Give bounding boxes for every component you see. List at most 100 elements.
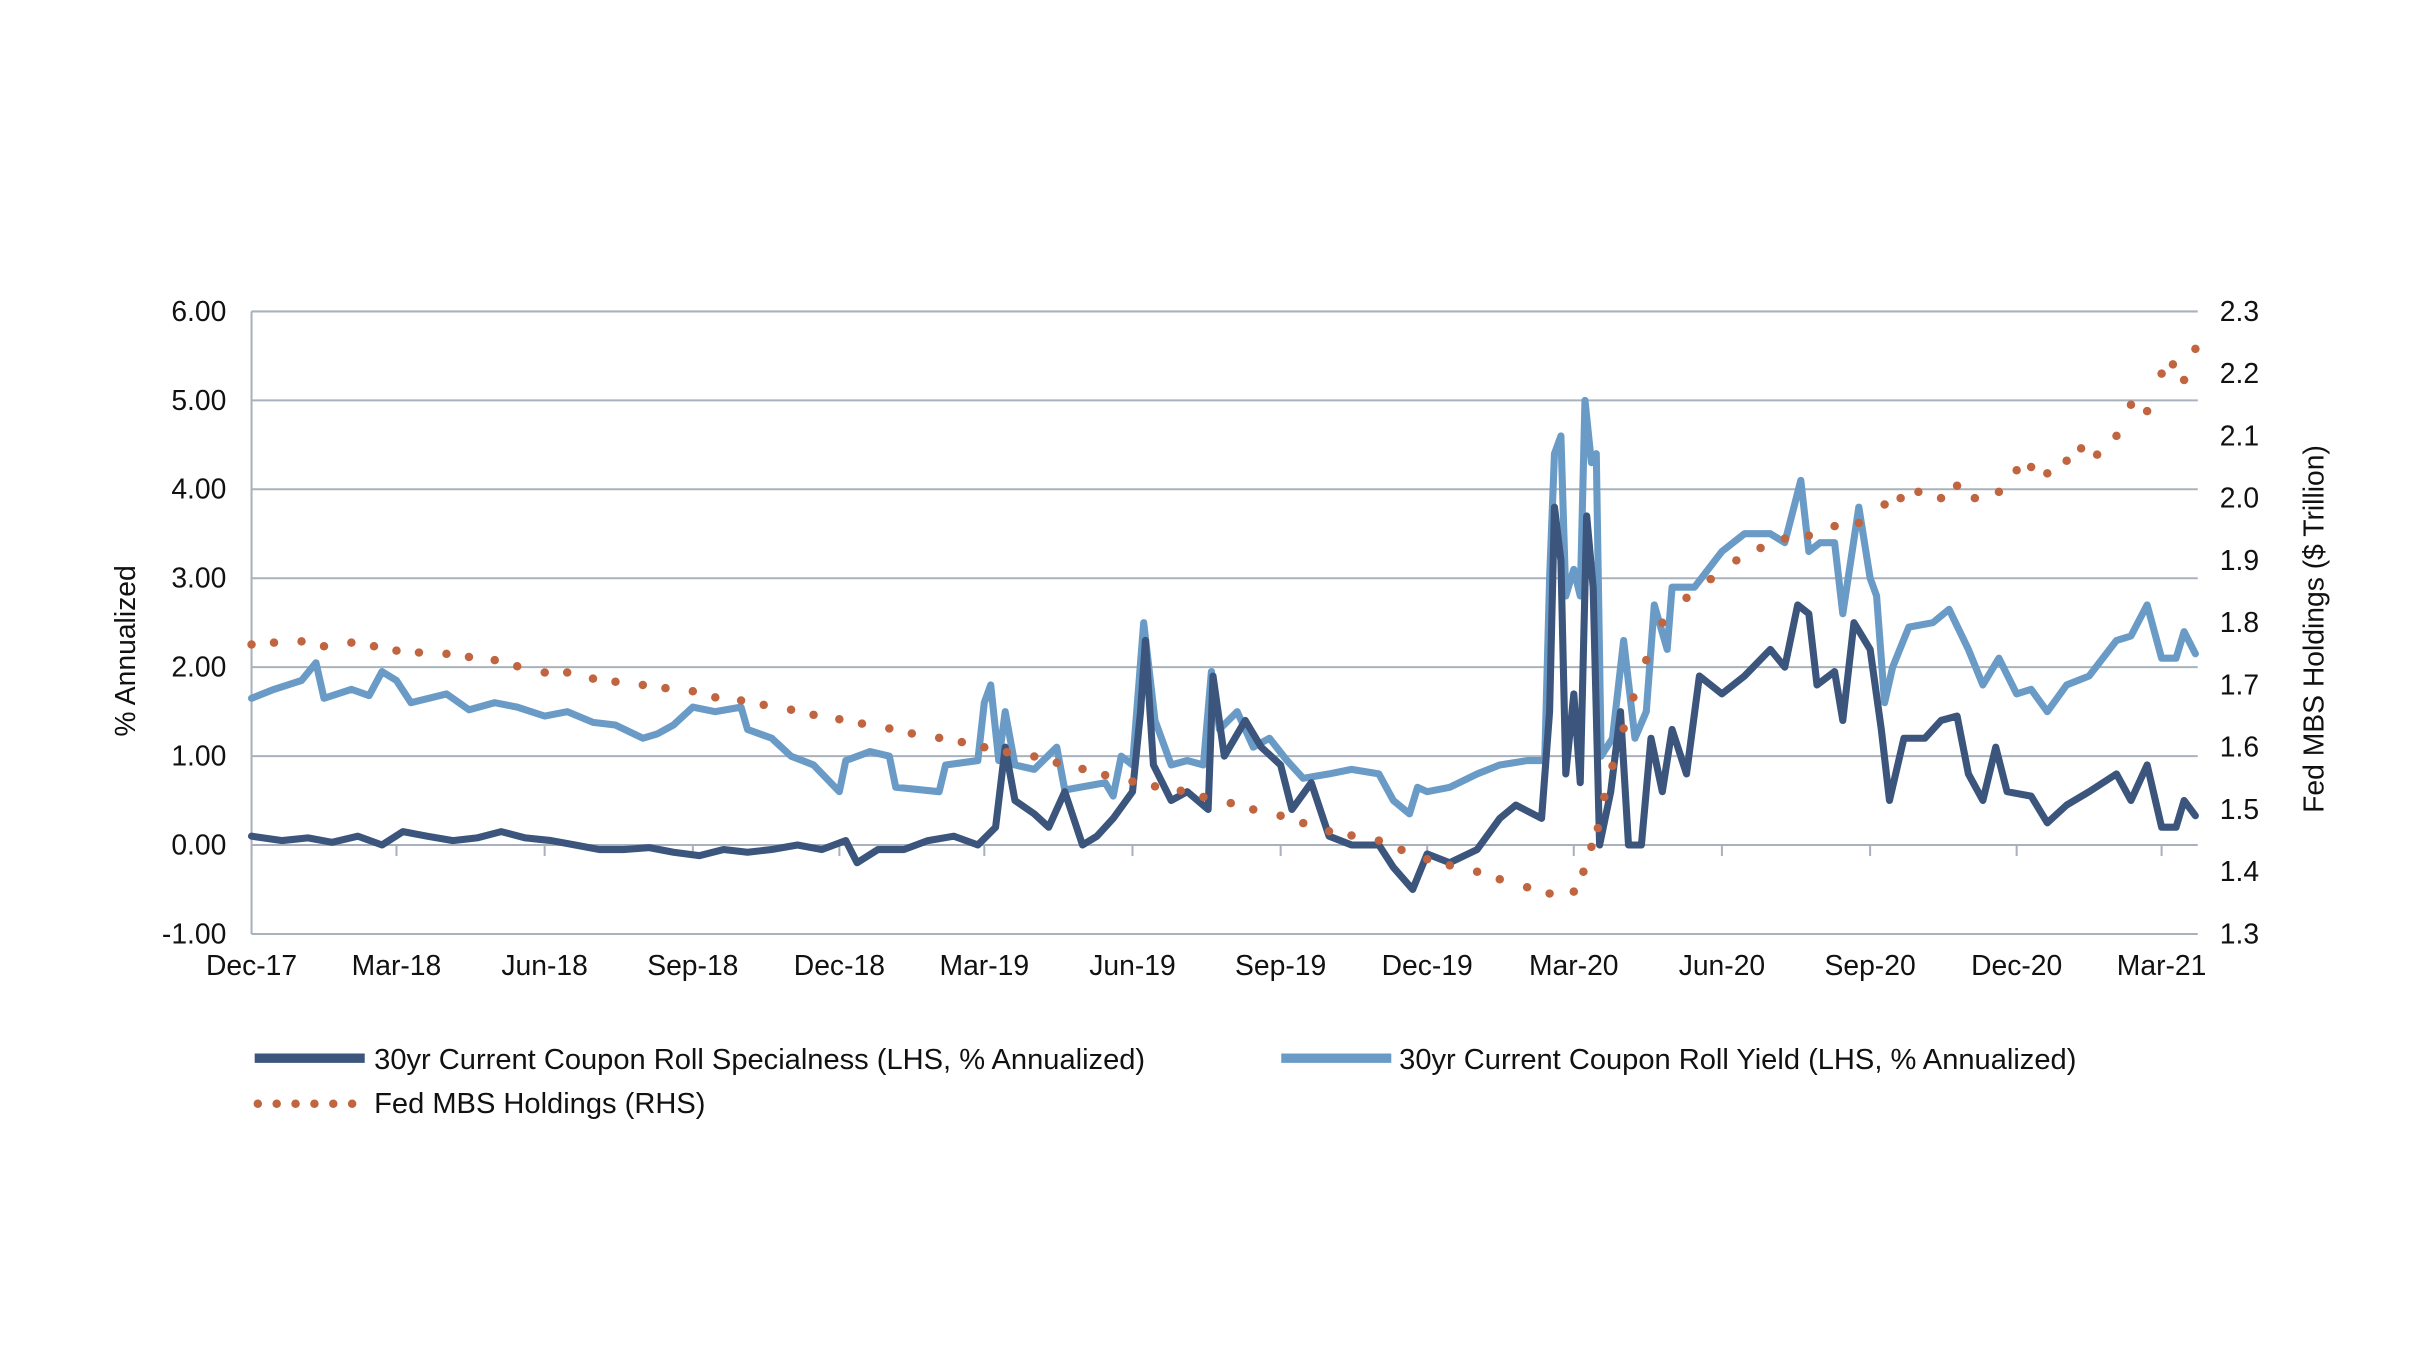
fed-holdings-point <box>2092 450 2102 459</box>
legend-dot <box>253 1099 263 1108</box>
x-axis: Dec-17 Mar-18 Jun-18 Sep-18 Dec-18 Mar-19 Jun-… <box>206 845 2206 981</box>
fed-holdings-point <box>2142 406 2152 416</box>
x-tick-label: Dec-20 <box>1971 949 2062 981</box>
fed-holdings-point <box>588 674 598 683</box>
fed-holdings-point <box>1522 883 1532 892</box>
x-tick-label: Mar-19 <box>940 949 1030 981</box>
y-left-tick-label: 6.00 <box>171 295 226 327</box>
fed-holdings-point <box>1830 521 1839 531</box>
y-right-tick-label: 2.3 <box>2220 295 2259 327</box>
fed-holdings-point <box>736 696 746 705</box>
fed-holdings-point <box>1896 493 1905 503</box>
fed-holdings-point <box>1682 593 1691 603</box>
legend-dot <box>291 1099 300 1108</box>
fed-holdings-point <box>369 642 379 651</box>
fed-holdings-point <box>1495 875 1505 884</box>
legend-label-roll-yield: 30yr Current Coupon Roll Yield (LHS, % A… <box>1399 1044 2076 1076</box>
fed-holdings-point <box>1780 534 1790 543</box>
y-axis-left-title: % Annualized <box>109 565 141 736</box>
fed-holdings-point <box>1472 867 1482 876</box>
plot-area <box>247 344 2200 898</box>
fed-holdings-point <box>1128 777 1137 786</box>
fed-holdings-point <box>1732 556 1741 565</box>
legend-dot <box>329 1099 338 1108</box>
legend-label-fed-holdings: Fed MBS Holdings (RHS) <box>374 1088 705 1120</box>
fed-holdings-point <box>688 686 698 696</box>
fed-holdings-point <box>661 683 670 693</box>
y-right-tick-label: 1.4 <box>2220 855 2259 887</box>
fed-holdings-point <box>1804 531 1814 540</box>
x-tick-label: Jun-18 <box>501 949 587 981</box>
y-right-tick-label: 1.7 <box>2220 668 2259 700</box>
y-right-tick-label: 1.3 <box>2220 917 2259 949</box>
fed-holdings-point <box>907 729 917 738</box>
y-right-tick-label: 2.2 <box>2220 357 2259 389</box>
fed-holdings-point <box>1422 855 1432 864</box>
fed-holdings-point <box>1324 827 1334 836</box>
fed-holdings-point <box>1199 792 1208 802</box>
fed-holdings-point <box>2126 400 2136 410</box>
fed-holdings-point <box>835 714 844 724</box>
fed-holdings-point <box>1445 861 1455 870</box>
fed-holdings-point <box>809 710 818 720</box>
fed-holdings-point <box>1226 798 1236 808</box>
fed-holdings-point <box>1619 724 1628 733</box>
fed-holdings-point <box>885 724 894 733</box>
fed-holdings-point <box>2179 375 2189 385</box>
y-right-tick-label: 1.8 <box>2220 606 2259 638</box>
x-tick-label: Jun-19 <box>1089 949 1175 981</box>
y-right-tick-label: 2.0 <box>2220 482 2259 514</box>
fed-holdings-point <box>1569 887 1579 896</box>
fed-holdings-point <box>1970 493 1980 503</box>
fed-holdings-point <box>2076 444 2086 453</box>
fed-holdings-point <box>1587 842 1596 852</box>
x-tick-label: Sep-18 <box>647 949 738 981</box>
fed-holdings-point <box>347 638 356 647</box>
y-right-tick-label: 2.1 <box>2220 419 2259 451</box>
fed-holdings-point <box>934 733 944 743</box>
fed-holdings-point <box>1579 867 1588 876</box>
y-left-tick-label: 1.00 <box>171 740 226 772</box>
fed-holdings-point <box>512 661 522 671</box>
y-axis-right: 2.3 2.2 2.1 2.0 1.9 1.8 1.7 1.6 1.5 1.4 1.3 <box>2220 295 2259 950</box>
y-right-tick-label: 1.5 <box>2220 793 2259 825</box>
fed-holdings-point <box>1052 758 1061 768</box>
legend-dot <box>310 1099 319 1108</box>
fed-holdings-point <box>1030 752 1039 761</box>
fed-holdings-point <box>442 649 451 659</box>
fed-holdings-point <box>1397 845 1406 855</box>
fed-holdings-point <box>980 742 989 752</box>
fed-holdings-point <box>1706 574 1715 584</box>
y-left-tick-label: 4.00 <box>171 473 226 505</box>
fed-holdings-point <box>786 705 796 715</box>
fed-holdings-point <box>247 640 256 649</box>
series-line-roll-yield <box>247 396 2199 818</box>
fed-holdings-point <box>414 648 424 657</box>
fed-holdings-point <box>2043 469 2052 478</box>
legend-dot <box>347 1099 357 1108</box>
fed-holdings-point <box>540 668 549 677</box>
fed-holdings-point <box>392 646 401 655</box>
fed-holdings-point <box>711 693 720 702</box>
fed-holdings-point <box>2062 456 2071 466</box>
x-tick-label: Sep-19 <box>1235 949 1326 981</box>
fed-holdings-point <box>1347 831 1356 840</box>
x-tick-label: Jun-20 <box>1679 949 1765 981</box>
fed-holdings-point <box>1249 805 1258 814</box>
fed-holdings-point <box>490 655 499 665</box>
y-axis-right-title: Fed MBS Holdings ($ Trillion) <box>2298 445 2330 813</box>
y-left-tick-label: -1.00 <box>162 917 226 949</box>
fed-holdings-point <box>1608 761 1617 771</box>
fed-holdings-point <box>297 637 306 646</box>
x-tick-label: Mar-18 <box>352 949 442 981</box>
legend-dot <box>272 1099 281 1108</box>
y-right-tick-label: 1.9 <box>2220 544 2259 576</box>
legend-label-specialness: 30yr Current Coupon Roll Specialness (LH… <box>374 1044 1145 1076</box>
fed-holdings-point <box>1276 811 1285 820</box>
fed-holdings-point <box>1914 487 1923 497</box>
y-left-tick-label: 0.00 <box>171 828 226 860</box>
fed-holdings-point <box>2026 462 2036 472</box>
fed-holdings-point <box>1545 889 1554 898</box>
fed-holdings-point <box>1374 836 1384 845</box>
fed-holdings-point <box>319 642 329 651</box>
